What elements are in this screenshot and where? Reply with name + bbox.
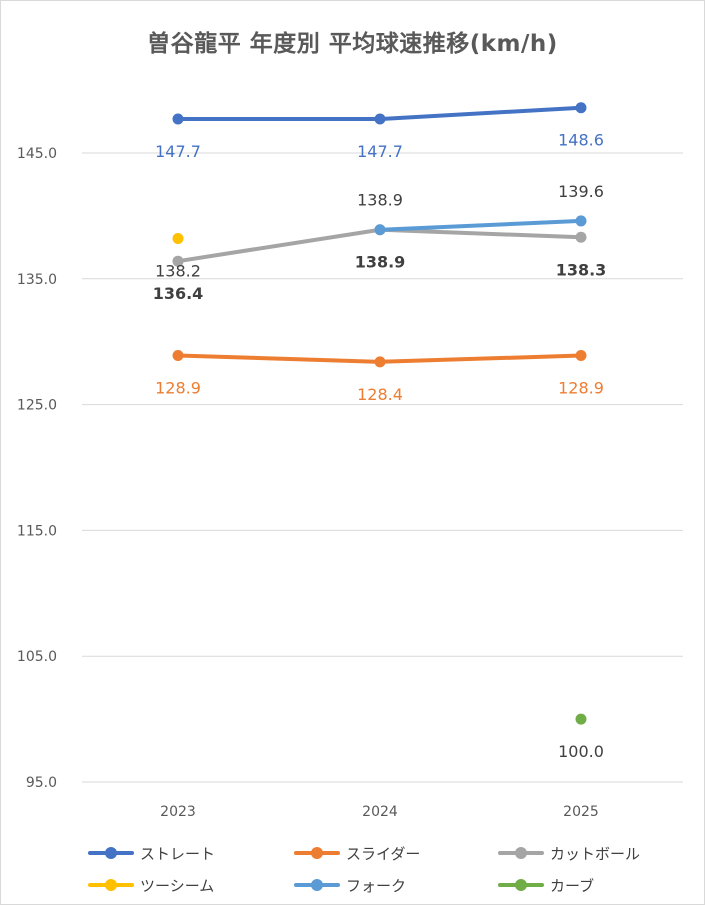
y-tick-label: 125.0 (17, 398, 57, 414)
data-label: 128.4 (357, 385, 403, 404)
y-tick-label: 145.0 (17, 146, 57, 162)
data-point (575, 713, 587, 725)
data-label: 147.7 (357, 142, 403, 161)
data-point (172, 255, 184, 267)
data-label: 128.9 (558, 379, 604, 398)
data-label: 138.2 (155, 262, 201, 281)
legend-label: ツーシーム (140, 876, 215, 895)
legend-label: カットボール (550, 844, 641, 863)
x-tick-label: 2024 (362, 804, 398, 820)
legend-item: カットボール (498, 838, 640, 868)
legend-label: フォーク (346, 876, 407, 895)
data-point (575, 231, 587, 243)
data-point (575, 102, 587, 114)
data-label: 100.0 (558, 742, 604, 761)
legend-label: スライダー (346, 844, 421, 863)
legend-swatch (88, 870, 134, 900)
data-label: 136.4 (153, 284, 204, 303)
data-label: 138.3 (556, 260, 607, 279)
legend-swatch (498, 838, 544, 868)
x-tick-label: 2025 (563, 804, 599, 820)
data-point (172, 113, 184, 125)
y-tick-label: 95.0 (26, 775, 57, 791)
y-tick-label: 135.0 (17, 272, 57, 288)
legend-swatch (294, 870, 340, 900)
legend-label: ストレート (140, 844, 216, 863)
legend-swatch (88, 838, 134, 868)
legend-item: ストレート (88, 838, 215, 868)
chart-legend: ストレート スライダー カットボールツーシーム フォーク カーブ (0, 838, 705, 898)
legend-swatch (498, 870, 544, 900)
chart-title: 曽谷龍平 年度別 平均球速推移(km/h) (147, 31, 558, 57)
legend-item: スライダー (294, 838, 420, 868)
legend-label: カーブ (550, 876, 595, 895)
x-tick-label: 2023 (160, 804, 196, 820)
legend-item: ツーシーム (88, 870, 214, 900)
data-point (374, 113, 386, 125)
data-label: 138.9 (355, 253, 406, 272)
data-label: 138.9 (357, 191, 403, 210)
data-label: 139.6 (558, 182, 604, 201)
series-line-4 (378, 218, 583, 232)
data-point (575, 215, 587, 227)
legend-swatch (294, 838, 340, 868)
legend-item: カーブ (498, 870, 594, 900)
data-point (374, 224, 386, 236)
y-tick-label: 105.0 (17, 649, 57, 665)
data-label: 148.6 (558, 131, 604, 150)
data-point (575, 350, 587, 362)
y-tick-label: 115.0 (17, 523, 57, 539)
data-label: 128.9 (155, 379, 201, 398)
data-point (374, 356, 386, 368)
data-point (172, 233, 184, 245)
data-label: 147.7 (155, 142, 201, 161)
data-point (172, 350, 184, 362)
legend-item: フォーク (294, 870, 406, 900)
